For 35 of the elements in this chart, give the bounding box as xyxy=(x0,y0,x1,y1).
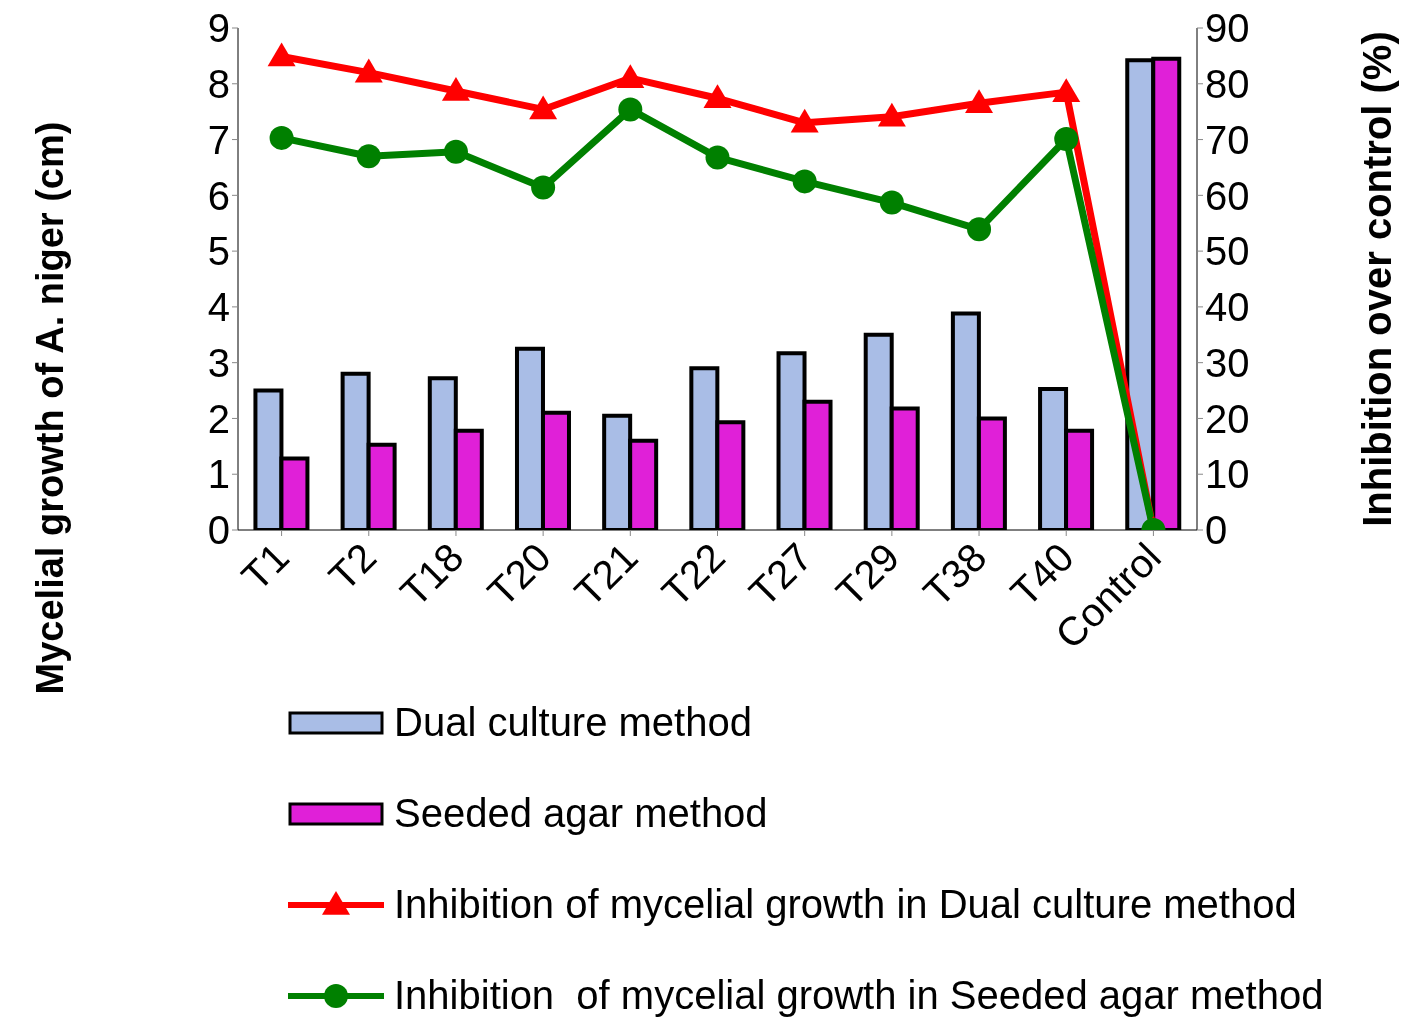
y2-tick-label: 20 xyxy=(1205,396,1250,441)
legend-label: Dual culture method xyxy=(394,700,752,745)
y-tick-label: 0 xyxy=(207,508,230,553)
y-tick-label: 4 xyxy=(207,285,230,330)
y-tick-label: 6 xyxy=(207,173,230,218)
y2-tick-label: 50 xyxy=(1205,229,1250,274)
legend-label: Seeded agar method xyxy=(394,791,768,836)
x-tick-label: T29 xyxy=(827,534,908,615)
x-tick-label: T27 xyxy=(740,534,821,615)
x-tick-label: T18 xyxy=(391,534,472,615)
y2-tick-label: 0 xyxy=(1205,508,1228,553)
y-axis-title: Mycelial growth of A. niger (cm) xyxy=(29,121,71,695)
y-tick-label: 7 xyxy=(207,117,230,162)
legend-label: Inhibition of mycelial growth in Seeded agar method xyxy=(394,973,1324,1018)
y2-tick-label: 60 xyxy=(1205,173,1250,218)
y-tick-label: 8 xyxy=(207,61,230,106)
legend-label: Inhibition of mycelial growth in Dual culture method xyxy=(394,882,1297,927)
y-tick-label: 1 xyxy=(207,452,230,497)
y2-tick-label: 70 xyxy=(1205,117,1250,162)
y2-tick-label: 40 xyxy=(1205,285,1250,330)
x-tick-label: T38 xyxy=(914,534,995,615)
y-tick-label: 2 xyxy=(207,396,230,441)
y2-tick-label: 30 xyxy=(1205,340,1250,385)
y2-tick-label: 90 xyxy=(1205,6,1250,51)
x-tick-label: T20 xyxy=(478,534,559,615)
y2-tick-label: 10 xyxy=(1205,452,1250,497)
y2-axis-title: Inhibition over control (%) xyxy=(1355,31,1400,527)
x-tick-label: T22 xyxy=(653,534,734,615)
x-tick-label: T1 xyxy=(233,534,298,599)
x-tick-label: T21 xyxy=(566,534,646,615)
y-tick-label: 3 xyxy=(207,340,230,385)
x-tick-label: T2 xyxy=(320,534,385,599)
y-tick-label: 9 xyxy=(207,6,230,51)
y2-tick-label: 80 xyxy=(1205,61,1250,106)
y-tick-label: 5 xyxy=(207,229,230,274)
